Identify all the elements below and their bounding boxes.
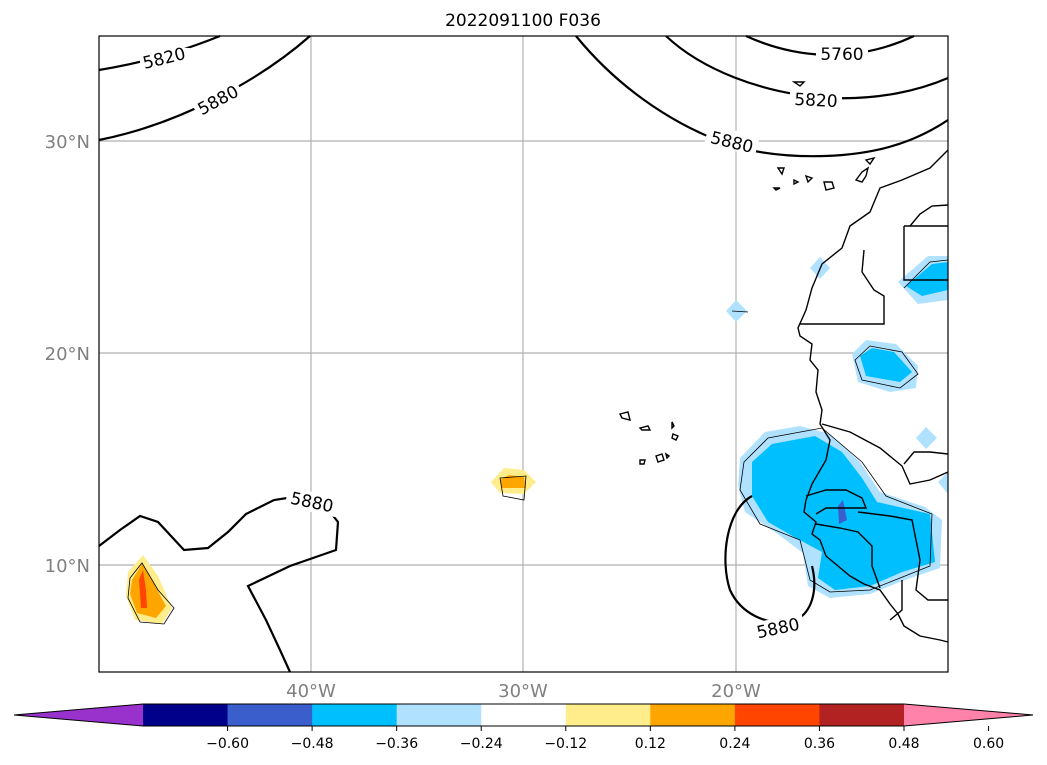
colorbar-segment <box>565 704 651 726</box>
cold-patch-north-core <box>906 262 948 296</box>
lon-label-20w: 20°W <box>711 681 761 702</box>
colorbar-segment <box>227 704 313 726</box>
colorbar-tick-label: −0.36 <box>375 736 418 752</box>
cold-patch-sahara-core <box>860 348 912 382</box>
figure-title: 2022091100 F036 <box>445 11 601 31</box>
cold-spot-4 <box>938 472 948 494</box>
colorbar-tick-label: 0.60 <box>973 736 1004 752</box>
colorbar-tick-label: 0.48 <box>888 736 919 752</box>
lon-label-40w: 40°W <box>286 681 336 702</box>
colorbar-tick-label: −0.24 <box>460 736 503 752</box>
lat-label-30n: 30°N <box>45 132 90 153</box>
colorbar-tick-label: −0.48 <box>291 736 334 752</box>
colorbar-segment <box>481 704 567 726</box>
colorbar-segment <box>650 704 736 726</box>
lat-label-20n: 20°N <box>45 344 90 365</box>
contour-label-5760: 5760 <box>820 45 863 65</box>
colorbar-segment <box>819 704 905 726</box>
map-frame <box>98 35 949 673</box>
colorbar-tick-label: 0.12 <box>635 736 666 752</box>
colorbar-tick-label: −0.60 <box>206 736 249 752</box>
warm-patch-west-core <box>130 564 166 618</box>
colorbar-segment <box>734 704 820 726</box>
contour-label-5820-east: 5820 <box>794 90 838 112</box>
colorbar-extend-high <box>904 704 1033 726</box>
colorbar-segment <box>143 704 229 726</box>
warm-patch-central-core <box>500 475 526 488</box>
latitude-labels: 30°N 20°N 10°N <box>45 132 90 577</box>
warm-patch-west-peak <box>139 570 147 608</box>
lon-label-30w: 30°W <box>498 681 548 702</box>
longitude-labels: 40°W 30°W 20°W <box>286 681 761 702</box>
lat-label-10n: 10°N <box>45 556 90 577</box>
coastlines <box>618 81 949 643</box>
height-contours <box>98 34 949 673</box>
cold-patch-africa-peak <box>838 500 847 524</box>
map-panel: 5820 5880 5760 5820 5880 5880 5880 <box>98 34 949 673</box>
colorbar-segment <box>312 704 398 726</box>
colorbar-tick-label: 0.36 <box>804 736 835 752</box>
colorbar-segment <box>396 704 482 726</box>
colorbar-tick-label: −0.12 <box>544 736 587 752</box>
colorbar-extend-low <box>14 704 143 726</box>
colorbar: −0.60 −0.48 −0.36 −0.24 −0.12 0.12 0.24 0.36 0.4… <box>13 703 1034 752</box>
cold-spot-3 <box>916 427 937 449</box>
anomaly-contours <box>127 259 949 625</box>
graticule <box>99 36 948 672</box>
colorbar-outline <box>13 703 1034 727</box>
colorbar-tick-label: 0.24 <box>719 736 750 752</box>
